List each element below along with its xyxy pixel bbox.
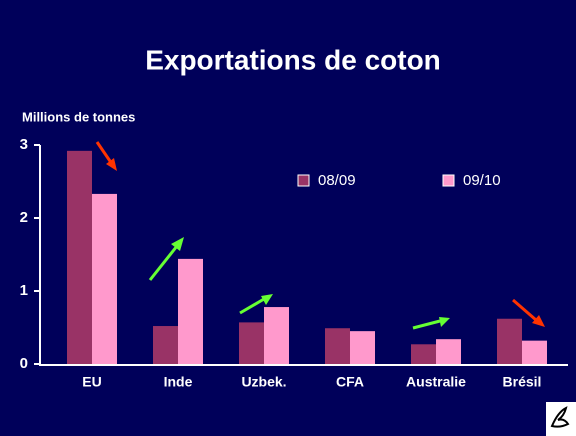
x-tick-label: Inde: [164, 374, 193, 390]
arrow-head: [261, 294, 273, 305]
y-axis-label: Millions de tonnes: [22, 109, 135, 124]
bar: [325, 328, 350, 364]
bar: [178, 258, 203, 364]
x-tick-label: Brésil: [503, 374, 542, 390]
legend-label: 09/10: [463, 172, 501, 189]
chart-title: Exportations de coton: [145, 44, 441, 75]
bar: [411, 344, 436, 364]
y-tick-label: 3: [20, 136, 28, 153]
arrow-head: [439, 317, 450, 327]
bar: [497, 318, 522, 364]
bar: [350, 331, 375, 364]
x-tick-label: Australie: [406, 374, 466, 390]
y-tick-label: 2: [20, 209, 28, 226]
legend-swatch: [297, 174, 310, 187]
arrow-head: [171, 237, 184, 251]
x-tick-label: EU: [82, 374, 101, 390]
x-tick-label: Uzbek.: [241, 374, 286, 390]
bar: [436, 339, 461, 364]
arrow-head: [106, 158, 117, 171]
arrows: [95, 141, 545, 330]
x-tick-label: CFA: [336, 374, 364, 390]
arrow: [95, 141, 114, 165]
y-tick-label: 1: [20, 282, 28, 299]
y-tick-label: 0: [20, 355, 28, 372]
legend-swatch: [442, 174, 455, 187]
logo: [550, 406, 570, 428]
bar: [92, 193, 117, 364]
arrow: [412, 319, 441, 330]
legend-label: 08/09: [318, 172, 356, 189]
bar: [264, 307, 289, 364]
bar: [153, 326, 178, 364]
bar: [239, 322, 264, 364]
arrow: [512, 298, 537, 322]
bar: [67, 150, 92, 364]
bar: [522, 340, 547, 364]
arrow: [239, 297, 265, 315]
arrow: [148, 245, 179, 281]
arrow-head: [532, 315, 545, 327]
